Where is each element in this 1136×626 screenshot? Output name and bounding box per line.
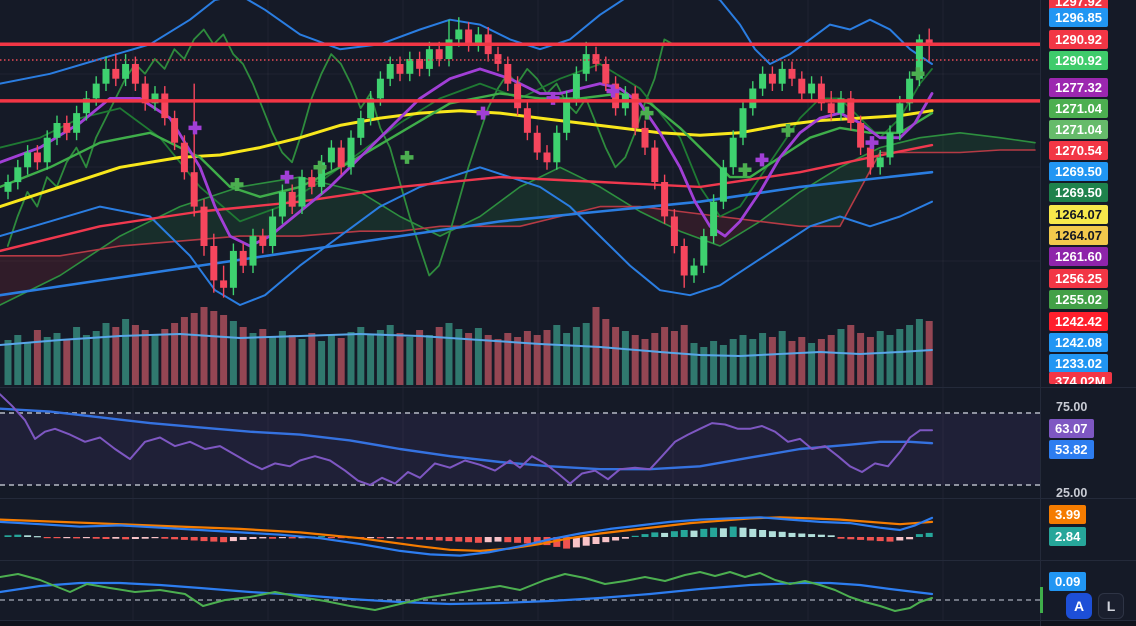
price-label: 1256.25 <box>1049 268 1108 288</box>
price-label: 1269.50 <box>1049 161 1108 181</box>
price-label: 374.02M <box>1049 371 1112 384</box>
rsi-value-label: 63.07 <box>1049 418 1094 438</box>
axis-vertical-separator <box>1040 0 1041 626</box>
candlesticks <box>4 17 933 298</box>
grid-lines <box>0 0 1040 620</box>
price-label: 1290.92 <box>1049 29 1108 49</box>
macd-value-label: 2.84 <box>1049 526 1087 546</box>
macd-value-label: 3.99 <box>1049 504 1087 524</box>
time-axis-strip[interactable] <box>0 621 1136 626</box>
price-label: 1297.92 <box>1049 0 1108 11</box>
oscillator-axis-tick <box>1040 587 1043 613</box>
rsi-value-label: 53.82 <box>1049 439 1094 459</box>
price-label: 1233.02 <box>1049 353 1108 373</box>
price-label: 1264.07 <box>1049 204 1108 224</box>
pane-separator-rsi-macd[interactable] <box>0 498 1136 499</box>
pane-separator-macd-osc[interactable] <box>0 560 1136 561</box>
axis-tick-label: 25.00 <box>1056 486 1088 500</box>
volume-bars <box>4 307 933 385</box>
macd-histogram <box>4 526 933 549</box>
price-label: 1271.04 <box>1049 98 1108 118</box>
chart-plot-area[interactable] <box>0 0 1040 626</box>
price-label: 1255.02 <box>1049 289 1108 309</box>
auto-scale-button[interactable]: A <box>1066 593 1092 619</box>
pane-separator-volume-rsi[interactable] <box>0 387 1136 388</box>
price-label: 1270.54 <box>1049 140 1108 160</box>
price-label: 1261.60 <box>1049 246 1108 266</box>
price-label: 1242.42 <box>1049 311 1108 331</box>
price-label: 1264.07 <box>1049 225 1108 245</box>
log-scale-button[interactable]: L <box>1098 593 1124 619</box>
oscillator-value-label: 0.09 <box>1049 571 1087 591</box>
signal-markers <box>188 67 925 191</box>
price-label: 1242.08 <box>1049 332 1108 352</box>
price-label: 1271.04 <box>1049 119 1108 139</box>
price-label: 1269.50 <box>1049 182 1108 202</box>
pane-separator-time-axis <box>0 620 1136 621</box>
axis-tick-label: 75.00 <box>1056 400 1088 414</box>
price-label: 1277.32 <box>1049 77 1108 97</box>
price-label: 1290.92 <box>1049 50 1108 70</box>
price-label: 1296.85 <box>1049 7 1108 27</box>
